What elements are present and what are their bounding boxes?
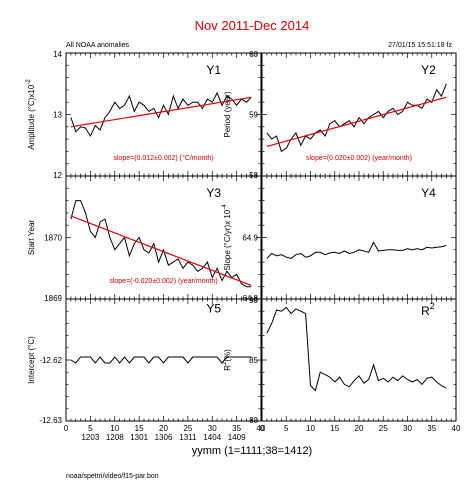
x-tick-label: 25 — [183, 424, 192, 433]
y-tick-label: -12.62 — [39, 356, 62, 365]
x-tick-label: 30 — [403, 424, 412, 433]
y-tick-label: 12 — [53, 171, 62, 180]
y-tick-label: 85 — [249, 356, 258, 365]
y-axis-label: Start Year — [27, 220, 36, 255]
slope-annotation: slope=(-0.020±0.002) (year/month) — [109, 278, 217, 285]
y-tick-label: 13 — [53, 111, 62, 120]
x-tick-label: 25 — [379, 424, 388, 433]
panel-y1: 12 13 14 Amplitude (°C)x10-2 Y1 slope=(0.012±… — [26, 50, 262, 180]
fit-line — [266, 96, 447, 148]
x-tick-label: 35 — [232, 424, 241, 433]
timestamp: 27/01/15 15:51:18 fz — [388, 42, 452, 49]
x-date-label: 1203 — [81, 433, 99, 442]
x-tick-label: 35 — [427, 424, 436, 433]
y-tick-label: 1870 — [44, 234, 62, 243]
slope-annotation: slope=(0.012±0.002) (°C/month) — [113, 154, 213, 162]
x-date-label: 1404 — [203, 433, 221, 442]
y-tick-label: 80 — [249, 416, 258, 425]
y-tick-label: 1869 — [44, 294, 62, 303]
y-axis-label: Intercept (°C) — [27, 336, 36, 384]
y-axis-label: Amplitude (°C)x10-2 — [26, 79, 36, 150]
x-tick-label: 40 — [257, 424, 266, 433]
x-tick-label: 5 — [88, 424, 93, 433]
series-line — [266, 83, 447, 153]
x-tick-label: 0 — [260, 424, 265, 433]
y-tick-label: 60 — [249, 50, 258, 59]
x-tick-label: 20 — [159, 424, 168, 433]
panel-label: Y4 — [421, 186, 436, 200]
panels: 12 13 14 Amplitude (°C)x10-2 Y1 slope=(0.012±… — [26, 50, 461, 442]
panel-y3: 1869 1870 Start Year Y3 slope=(-0.020±0.002)… — [27, 175, 262, 303]
x-tick-label: 5 — [284, 424, 289, 433]
fit-line — [70, 96, 252, 128]
panel-label: R2 — [421, 301, 435, 318]
footer-path: noaa/spettri/video/f15-par.bon — [66, 473, 159, 480]
y-axis-label: Period (year) — [223, 91, 232, 138]
x-tick-label: 40 — [452, 424, 461, 433]
panel-label: Y5 — [206, 301, 221, 315]
series-line — [266, 306, 447, 392]
y-tick-label: -12.63 — [39, 416, 62, 425]
y-tick-label: 64.9 — [242, 234, 258, 243]
left-header: All NOAA anomalies — [66, 42, 130, 49]
x-tick-label: 15 — [135, 424, 144, 433]
panel-label: Y3 — [206, 186, 221, 200]
x-date-label: 1311 — [179, 433, 197, 442]
panel-label: Y1 — [206, 63, 221, 77]
slope-annotation: slope=(0.020±0.002) (year/month) — [306, 155, 412, 162]
x-date-label: 1306 — [155, 433, 173, 442]
x-tick-label: 15 — [330, 424, 339, 433]
chart-title: Nov 2011-Dec 2014 — [195, 18, 310, 33]
x-axis-label: yymm (1=1111;38=1412) — [192, 445, 312, 457]
x-tick-label: 0 — [64, 424, 69, 433]
x-date-label: 1409 — [228, 433, 246, 442]
series-line — [70, 200, 252, 288]
x-date-label: 1208 — [106, 433, 124, 442]
fit-line — [70, 215, 252, 287]
x-tick-label: 10 — [110, 424, 119, 433]
y-axis-label: R2(%) — [222, 349, 232, 371]
panel-label: Y2 — [421, 63, 436, 77]
y-tick-label: 59 — [249, 111, 258, 120]
x-tick-label: 10 — [306, 424, 315, 433]
y-tick-label: 90 — [249, 296, 258, 305]
x-tick-label: 20 — [355, 424, 364, 433]
x-tick-label: 30 — [208, 424, 217, 433]
panel-r2: 80 85 90 R2(%) R2 0 5 10 15 20 25 30 35 40 — [222, 296, 461, 433]
y-axis-label: Slope (°C/yr)x 10-4 — [222, 204, 232, 271]
y-tick-label: 14 — [53, 50, 62, 59]
series-line — [70, 356, 252, 364]
x-date-label: 1301 — [130, 433, 148, 442]
series-line — [266, 241, 447, 259]
